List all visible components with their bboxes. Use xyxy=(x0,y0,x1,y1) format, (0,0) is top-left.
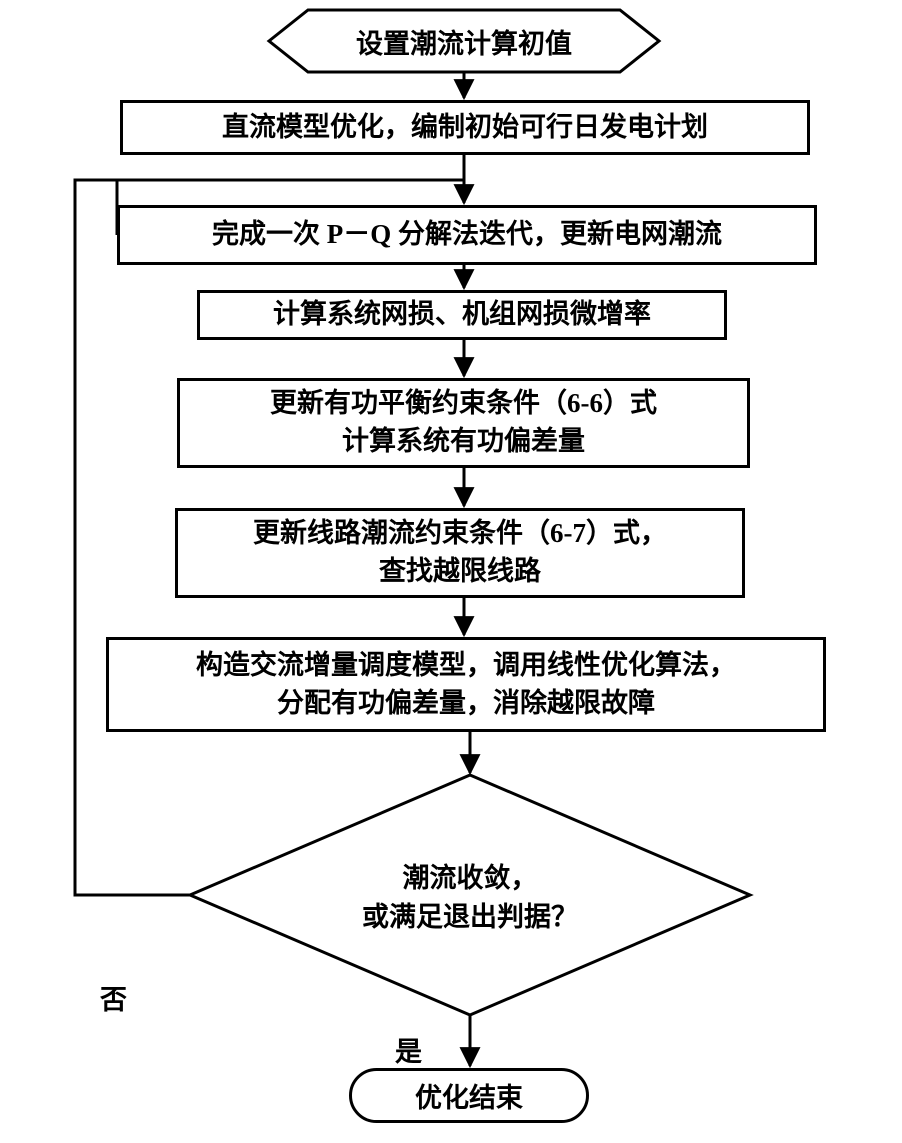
start-text: 设置潮流计算初值 xyxy=(356,22,572,61)
flowchart-canvas: 设置潮流计算初值 直流模型优化，编制初始可行日发电计划 完成一次 P－Q 分解法… xyxy=(0,0,902,1143)
edge-label-no: 否 xyxy=(100,978,127,1017)
process-1: 直流模型优化，编制初始可行日发电计划 xyxy=(120,100,810,155)
process-5: 更新线路潮流约束条件（6-7）式， 查找越限线路 xyxy=(175,508,745,598)
decision-text: 潮流收敛， 或满足退出判据？ xyxy=(362,856,578,934)
process-4-text: 更新有功平衡约束条件（6-6）式 计算系统有功偏差量 xyxy=(270,385,657,461)
decision-node: 潮流收敛， 或满足退出判据？ xyxy=(190,775,750,1015)
process-3: 计算系统网损、机组网损微增率 xyxy=(197,290,727,340)
edge-decision-loop-2 xyxy=(75,180,464,203)
start-node: 设置潮流计算初值 xyxy=(230,10,698,72)
process-4: 更新有功平衡约束条件（6-6）式 计算系统有功偏差量 xyxy=(177,378,750,468)
end-terminator: 优化结束 xyxy=(349,1068,589,1123)
edge-decision-loop-1 xyxy=(75,180,190,895)
process-6: 构造交流增量调度模型，调用线性优化算法， 分配有功偏差量，消除越限故障 xyxy=(106,637,826,732)
edge-label-yes: 是 xyxy=(395,1030,422,1069)
process-5-text: 更新线路潮流约束条件（6-7）式， 查找越限线路 xyxy=(253,515,667,591)
process-3-text: 计算系统网损、机组网损微增率 xyxy=(273,296,651,334)
process-1-text: 直流模型优化，编制初始可行日发电计划 xyxy=(222,109,708,147)
process-2-text: 完成一次 P－Q 分解法迭代，更新电网潮流 xyxy=(212,216,722,254)
process-6-text: 构造交流增量调度模型，调用线性优化算法， 分配有功偏差量，消除越限故障 xyxy=(196,647,736,723)
end-text: 优化结束 xyxy=(415,1076,523,1115)
process-2: 完成一次 P－Q 分解法迭代，更新电网潮流 xyxy=(117,205,817,265)
edge-label-no-text: 否 xyxy=(100,985,127,1015)
edge-label-yes-text: 是 xyxy=(395,1037,422,1067)
